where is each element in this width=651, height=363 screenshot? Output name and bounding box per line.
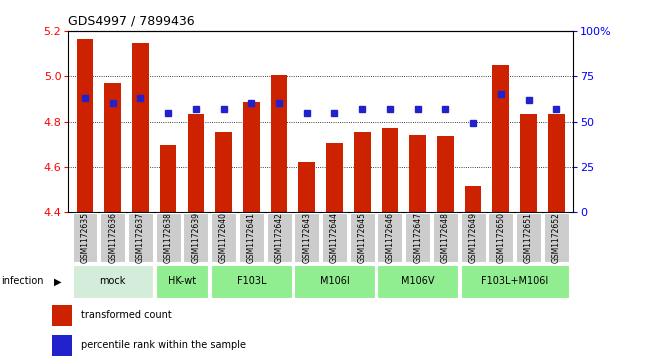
- FancyBboxPatch shape: [100, 213, 125, 262]
- FancyBboxPatch shape: [184, 213, 208, 262]
- Bar: [52, 305, 72, 326]
- FancyBboxPatch shape: [405, 213, 430, 262]
- Text: HK-wt: HK-wt: [168, 276, 196, 286]
- Text: GSM1172641: GSM1172641: [247, 212, 256, 263]
- FancyBboxPatch shape: [350, 213, 375, 262]
- Bar: [493, 65, 509, 212]
- Bar: [160, 146, 176, 212]
- FancyBboxPatch shape: [516, 213, 541, 262]
- Bar: [215, 132, 232, 212]
- FancyBboxPatch shape: [433, 213, 458, 262]
- Bar: [52, 335, 72, 356]
- FancyBboxPatch shape: [461, 265, 569, 298]
- FancyBboxPatch shape: [294, 213, 319, 262]
- Text: GSM1172644: GSM1172644: [330, 212, 339, 263]
- FancyBboxPatch shape: [544, 213, 569, 262]
- Bar: [104, 83, 121, 212]
- FancyBboxPatch shape: [461, 213, 486, 262]
- Text: GSM1172652: GSM1172652: [552, 212, 561, 263]
- FancyBboxPatch shape: [294, 265, 375, 298]
- Bar: [77, 39, 93, 212]
- Text: F103L+M106I: F103L+M106I: [481, 276, 548, 286]
- Bar: [243, 102, 260, 212]
- Text: GSM1172636: GSM1172636: [108, 212, 117, 263]
- Text: GSM1172645: GSM1172645: [357, 212, 367, 263]
- Bar: [437, 136, 454, 212]
- Text: GSM1172651: GSM1172651: [524, 212, 533, 263]
- Text: GSM1172646: GSM1172646: [385, 212, 395, 263]
- Text: GSM1172637: GSM1172637: [136, 212, 145, 263]
- Bar: [381, 129, 398, 212]
- Text: GSM1172638: GSM1172638: [163, 212, 173, 263]
- Bar: [326, 143, 343, 212]
- Text: GSM1172648: GSM1172648: [441, 212, 450, 263]
- Text: transformed count: transformed count: [81, 310, 172, 321]
- Text: percentile rank within the sample: percentile rank within the sample: [81, 340, 246, 350]
- Bar: [354, 132, 370, 212]
- Text: M106V: M106V: [401, 276, 434, 286]
- FancyBboxPatch shape: [211, 265, 292, 298]
- Text: GDS4997 / 7899436: GDS4997 / 7899436: [68, 15, 195, 28]
- FancyBboxPatch shape: [266, 213, 292, 262]
- FancyBboxPatch shape: [156, 265, 208, 298]
- Text: F103L: F103L: [236, 276, 266, 286]
- Text: GSM1172642: GSM1172642: [275, 212, 284, 263]
- FancyBboxPatch shape: [156, 213, 180, 262]
- Text: infection: infection: [1, 276, 44, 286]
- Text: GSM1172647: GSM1172647: [413, 212, 422, 263]
- Text: GSM1172640: GSM1172640: [219, 212, 228, 263]
- Text: M106I: M106I: [320, 276, 350, 286]
- FancyBboxPatch shape: [378, 265, 458, 298]
- Bar: [298, 163, 315, 212]
- FancyBboxPatch shape: [72, 265, 153, 298]
- FancyBboxPatch shape: [211, 213, 236, 262]
- FancyBboxPatch shape: [322, 213, 347, 262]
- Text: GSM1172643: GSM1172643: [302, 212, 311, 263]
- Bar: [271, 75, 287, 212]
- Bar: [520, 114, 537, 212]
- FancyBboxPatch shape: [72, 213, 98, 262]
- Text: GSM1172635: GSM1172635: [81, 212, 89, 263]
- Bar: [132, 43, 148, 212]
- Text: GSM1172639: GSM1172639: [191, 212, 201, 263]
- Text: ▶: ▶: [54, 276, 62, 286]
- Bar: [187, 114, 204, 212]
- Text: GSM1172649: GSM1172649: [469, 212, 478, 263]
- FancyBboxPatch shape: [128, 213, 153, 262]
- FancyBboxPatch shape: [378, 213, 402, 262]
- Bar: [409, 135, 426, 212]
- FancyBboxPatch shape: [239, 213, 264, 262]
- Text: mock: mock: [100, 276, 126, 286]
- FancyBboxPatch shape: [488, 213, 513, 262]
- Text: GSM1172650: GSM1172650: [496, 212, 505, 263]
- Bar: [548, 114, 564, 212]
- Bar: [465, 186, 481, 212]
